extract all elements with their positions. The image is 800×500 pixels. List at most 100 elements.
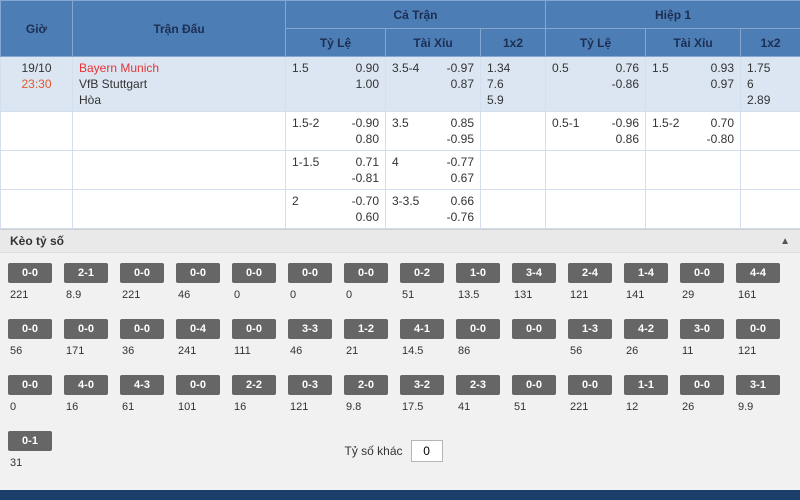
- score-chip[interactable]: 3-1: [736, 375, 780, 395]
- score-chip[interactable]: 0-0: [64, 319, 108, 339]
- odds-value[interactable]: 0.60: [355, 210, 379, 224]
- odds-value[interactable]: -0.95: [446, 132, 474, 146]
- header-match: Trận Đấu: [72, 0, 286, 57]
- score-chip[interactable]: 0-0: [8, 263, 52, 283]
- h1-overunder-cell[interactable]: 1.5-2 0.70 -0.80: [645, 111, 742, 151]
- score-chip[interactable]: 0-0: [456, 319, 500, 339]
- score-chip[interactable]: 0-3: [288, 375, 332, 395]
- odds-value[interactable]: -0.97: [446, 61, 474, 75]
- score-chip[interactable]: 2-4: [568, 263, 612, 283]
- odds-value[interactable]: -0.81: [351, 171, 379, 185]
- other-score-input[interactable]: [410, 440, 443, 462]
- odds-value[interactable]: 1.34: [487, 61, 511, 75]
- odds-value[interactable]: 0.66: [450, 194, 474, 208]
- h1-handicap-cell[interactable]: 0.5 0.76 -0.86: [545, 56, 647, 112]
- score-chip[interactable]: 0-0: [288, 263, 332, 283]
- home-team[interactable]: Bayern Munich: [79, 61, 160, 75]
- score-chip[interactable]: 0-0: [512, 319, 556, 339]
- score-chip[interactable]: 0-0: [512, 375, 556, 395]
- ft-handicap-cell[interactable]: 1.5 0.90 1.00: [285, 56, 386, 112]
- score-chip[interactable]: 2-2: [232, 375, 276, 395]
- odds-value[interactable]: 5.9: [487, 93, 504, 107]
- score-chip[interactable]: 3-4: [512, 263, 556, 283]
- score-chip[interactable]: 4-3: [120, 375, 164, 395]
- ft-handicap-cell[interactable]: 1.5-2 -0.90 0.80: [285, 111, 386, 151]
- score-chip[interactable]: 0-0: [8, 319, 52, 339]
- score-chip[interactable]: 1-1: [624, 375, 668, 395]
- h1-handicap-cell[interactable]: 0.5-1 -0.96 0.86: [545, 111, 647, 151]
- score-odds: 46: [178, 289, 191, 301]
- odds-value[interactable]: 6: [747, 77, 754, 91]
- ft-overunder-cell[interactable]: 3.5-4 -0.97 0.87: [385, 56, 481, 112]
- score-chip[interactable]: 4-1: [400, 319, 444, 339]
- score-chip[interactable]: 3-3: [288, 319, 332, 339]
- score-chip[interactable]: 0-0: [120, 319, 164, 339]
- score-chip[interactable]: 2-1: [64, 263, 108, 283]
- score-chip[interactable]: 0-4: [176, 319, 220, 339]
- ft-overunder-cell[interactable]: 4 -0.77 0.67: [385, 150, 481, 190]
- score-chip[interactable]: 0-2: [400, 263, 444, 283]
- odds-value[interactable]: -0.96: [611, 116, 640, 130]
- ft-overunder-cell[interactable]: 3.5 0.85 -0.95: [385, 111, 481, 151]
- odds-value[interactable]: 1.00: [355, 77, 379, 91]
- overunder-line: 3.5: [392, 116, 409, 130]
- odds-value[interactable]: -0.80: [706, 132, 735, 146]
- score-chip[interactable]: 0-0: [120, 263, 164, 283]
- odds-value[interactable]: 0.71: [355, 155, 379, 169]
- odds-value[interactable]: 7.6: [487, 77, 504, 91]
- score-chip[interactable]: 3-2: [400, 375, 444, 395]
- ft-overunder-cell[interactable]: 3-3.5 0.66 -0.76: [385, 189, 481, 229]
- score-chip[interactable]: 0-1: [8, 431, 52, 451]
- odds-value[interactable]: 0.97: [710, 77, 735, 91]
- ft-handicap-cell[interactable]: 1-1.5 0.71 -0.81: [285, 150, 386, 190]
- score-chip[interactable]: 0-0: [344, 263, 388, 283]
- collapse-icon[interactable]: ▲: [780, 235, 790, 247]
- odds-value[interactable]: 0.70: [710, 116, 735, 130]
- ft-handicap-cell[interactable]: 2 -0.70 0.60: [285, 189, 386, 229]
- score-chip[interactable]: 1-4: [624, 263, 668, 283]
- score-chip[interactable]: 1-2: [344, 319, 388, 339]
- score-chip[interactable]: 0-0: [568, 375, 612, 395]
- score-chip[interactable]: 0-0: [176, 375, 220, 395]
- h1-overunder-cell[interactable]: 1.5 0.93 0.97: [645, 56, 742, 112]
- score-chip[interactable]: 1-0: [456, 263, 500, 283]
- score-chip[interactable]: 2-0: [344, 375, 388, 395]
- odds-value[interactable]: 0.67: [450, 171, 474, 185]
- score-odds: 14.5: [402, 345, 424, 357]
- odds-value[interactable]: -0.77: [446, 155, 474, 169]
- odds-value[interactable]: 0.90: [355, 61, 379, 75]
- odds-value[interactable]: 1.75: [747, 61, 771, 75]
- score-chip[interactable]: 3-0: [680, 319, 724, 339]
- odds-value[interactable]: 0.87: [450, 77, 474, 91]
- odds-value[interactable]: -0.86: [611, 77, 640, 91]
- score-chip[interactable]: 0-0: [232, 263, 276, 283]
- score-chip[interactable]: 4-2: [624, 319, 668, 339]
- handicap-line: 2: [292, 194, 299, 208]
- odds-value[interactable]: 0.86: [615, 132, 640, 146]
- score-chip[interactable]: 0-0: [736, 319, 780, 339]
- score-chip[interactable]: 2-3: [456, 375, 500, 395]
- away-team[interactable]: VfB Stuttgart: [79, 77, 148, 91]
- score-chip[interactable]: 4-4: [736, 263, 780, 283]
- h1-1x2-cell[interactable]: 1.75 6 2.89: [740, 56, 800, 112]
- odds-value[interactable]: 0.93: [710, 61, 735, 75]
- score-chip[interactable]: 0-0: [680, 375, 724, 395]
- score-odds: 141: [626, 289, 645, 301]
- score-chip[interactable]: 0-0: [680, 263, 724, 283]
- score-item: 0-0 46: [176, 263, 232, 303]
- score-chip[interactable]: 4-0: [64, 375, 108, 395]
- score-chip[interactable]: 0-0: [8, 375, 52, 395]
- match-cell[interactable]: Bayern Munich VfB Stuttgart Hòa: [72, 56, 286, 112]
- odds-value[interactable]: -0.90: [351, 116, 379, 130]
- odds-value[interactable]: 0.85: [450, 116, 474, 130]
- score-chip[interactable]: 0-0: [176, 263, 220, 283]
- odds-value[interactable]: -0.70: [351, 194, 379, 208]
- odds-value[interactable]: 0.76: [615, 61, 640, 75]
- score-chip[interactable]: 0-0: [232, 319, 276, 339]
- score-chip[interactable]: 1-3: [568, 319, 612, 339]
- odds-value[interactable]: 2.89: [747, 93, 771, 107]
- score-odds: 0: [234, 289, 241, 301]
- ft-1x2-cell[interactable]: 1.34 7.6 5.9: [479, 56, 547, 112]
- odds-value[interactable]: 0.80: [355, 132, 379, 146]
- odds-value[interactable]: -0.76: [446, 210, 474, 224]
